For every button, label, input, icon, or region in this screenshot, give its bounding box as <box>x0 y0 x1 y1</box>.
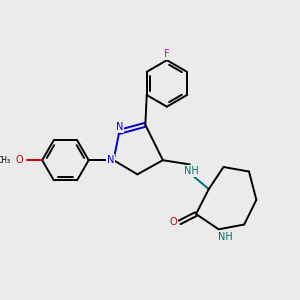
Text: F: F <box>164 49 170 59</box>
Text: O: O <box>169 218 177 227</box>
Text: O: O <box>15 155 23 165</box>
Text: NH: NH <box>184 166 199 176</box>
Text: NH: NH <box>218 232 232 242</box>
Text: N: N <box>116 122 123 132</box>
Text: CH₃: CH₃ <box>0 156 11 165</box>
Text: N: N <box>107 155 114 165</box>
